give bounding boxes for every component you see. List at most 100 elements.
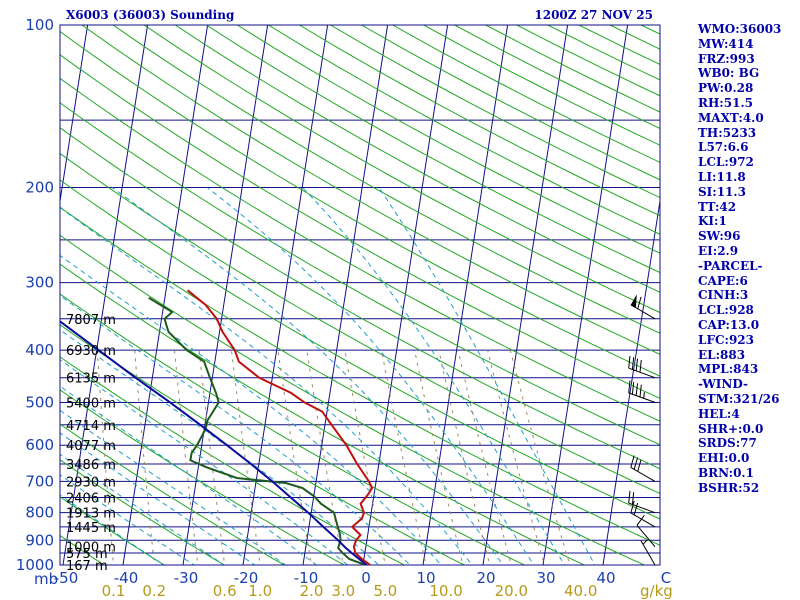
mixing-ratio-line	[230, 350, 261, 565]
pressure-tick-label: 800	[25, 504, 54, 522]
dry-adiabat-line	[237, 25, 660, 254]
index-line: BSHR:52	[698, 480, 760, 495]
mixing-ratio-tick-label: 40.0	[564, 582, 597, 600]
index-line: HEL:4	[698, 406, 740, 421]
dry-adiabat-line	[174, 25, 660, 293]
mixing-ratio-tick-label: 0.2	[142, 582, 166, 600]
index-line: L57:6.6	[698, 140, 749, 155]
pressure-tick-label: 900	[25, 531, 54, 549]
index-line: PW:0.28	[698, 81, 754, 96]
index-line: EHI:0.0	[698, 451, 750, 466]
dry-adiabat-line	[60, 263, 586, 565]
temperature-tick-label: -50	[54, 569, 79, 587]
parcel-line	[60, 320, 368, 565]
mixing-ratio-line	[96, 350, 115, 565]
mixing-ratio-unit-label: g/kg	[640, 582, 673, 600]
temperature-tick-label: 30	[536, 569, 555, 587]
index-line: SW:96	[698, 229, 741, 244]
pressure-tick-label: 300	[25, 274, 54, 292]
moist-adiabat-line	[60, 295, 411, 565]
wind-barb	[636, 515, 656, 548]
dry-adiabat-line	[60, 152, 660, 495]
isotherm-line	[62, 25, 149, 565]
moist-adiabat-line	[378, 187, 596, 565]
dry-adiabat-line	[60, 324, 466, 565]
index-line: CAPE:6	[698, 273, 748, 288]
temperature-tick-label: C	[661, 569, 671, 587]
height-label: 1000 m	[66, 541, 116, 556]
index-line: BRN:0.1	[698, 465, 754, 480]
mixing-ratio-line	[174, 350, 199, 565]
mixing-ratio-tick-label: 0.6	[213, 582, 237, 600]
index-line: LCL:972	[698, 155, 754, 170]
dry-adiabat-line	[60, 423, 286, 565]
index-line: EL:883	[698, 347, 746, 362]
index-line: RH:51.5	[698, 95, 753, 110]
height-label: 1913 m	[66, 507, 116, 522]
pressure-tick-label: 600	[25, 436, 54, 454]
dry-adiabat-line	[60, 389, 346, 565]
index-line: FRZ:993	[698, 51, 755, 66]
background-lines	[0, 25, 660, 576]
moist-adiabat-line	[206, 187, 535, 565]
mixing-ratio-tick-label: 10.0	[429, 582, 462, 600]
mixing-ratio-tick-label: 20.0	[495, 582, 528, 600]
temperature-tick-label: -40	[114, 569, 139, 587]
isotherm-line	[602, 197, 660, 565]
temperature-tick-label: 10	[416, 569, 435, 587]
mixing-ratio-line	[277, 350, 313, 565]
dry-adiabat-line	[60, 206, 660, 546]
dry-adiabat-line	[112, 25, 660, 334]
index-line: MAXT:4.0	[698, 110, 764, 125]
isotherm-line	[482, 25, 569, 565]
dry-adiabat-line	[60, 356, 406, 565]
height-label: 6135 m	[66, 372, 116, 387]
moist-adiabat-line	[60, 453, 226, 565]
title-left: X6003 (36003) Sounding	[66, 8, 235, 22]
wind-barb	[640, 539, 656, 566]
moist-adiabat-line	[60, 206, 473, 565]
isotherm-line	[242, 25, 329, 565]
dry-adiabat-line	[60, 234, 646, 565]
index-line: WMO:36003	[698, 22, 782, 36]
dry-adiabat-line	[60, 102, 660, 446]
wind-barb	[628, 490, 656, 514]
index-line: CINH:3	[698, 288, 749, 303]
index-line: KI:1	[698, 214, 727, 229]
wind-barb	[630, 455, 656, 482]
dry-adiabat-line	[60, 496, 166, 565]
index-line: LI:11.8	[698, 169, 746, 184]
pressure-tick-label: 200	[25, 179, 54, 197]
dry-adiabat-line	[81, 25, 660, 355]
wind-barb	[628, 355, 656, 379]
pressure-unit-label: mb	[34, 570, 58, 588]
dry-adiabat-line	[60, 54, 660, 399]
moist-adiabat-line	[111, 187, 504, 565]
isotherm-line	[362, 25, 449, 565]
index-line: -WIND-	[698, 377, 748, 392]
index-line: SRDS:77	[698, 436, 757, 451]
pressure-tick-label: 400	[25, 341, 54, 359]
index-line: MW:414	[698, 36, 754, 51]
height-label: 575 m	[66, 547, 108, 562]
index-line: STM:321/26	[698, 391, 780, 406]
pressure-tick-label: 100	[25, 16, 54, 34]
wind-barb	[630, 294, 656, 320]
wind-barb	[630, 500, 656, 528]
index-line: LFC:923	[698, 332, 754, 347]
isotherm-line	[542, 25, 629, 565]
index-line: CAP:13.0	[698, 317, 760, 332]
mixing-ratio-tick-label: 0.1	[102, 582, 126, 600]
height-label: 4077 m	[66, 439, 116, 454]
mixing-ratio-line	[198, 350, 226, 565]
dry-adiabat-line	[60, 179, 660, 520]
pressure-tick-label: 1000	[16, 556, 54, 574]
pressure-tick-label: 700	[25, 472, 54, 490]
moist-adiabat-line	[60, 385, 318, 565]
temperature-tick-label: -10	[294, 569, 319, 587]
plot-frame	[59, 24, 661, 566]
isotherm-line	[0, 25, 28, 576]
mixing-ratio-line	[487, 349, 546, 565]
index-line: TT:42	[698, 199, 737, 214]
